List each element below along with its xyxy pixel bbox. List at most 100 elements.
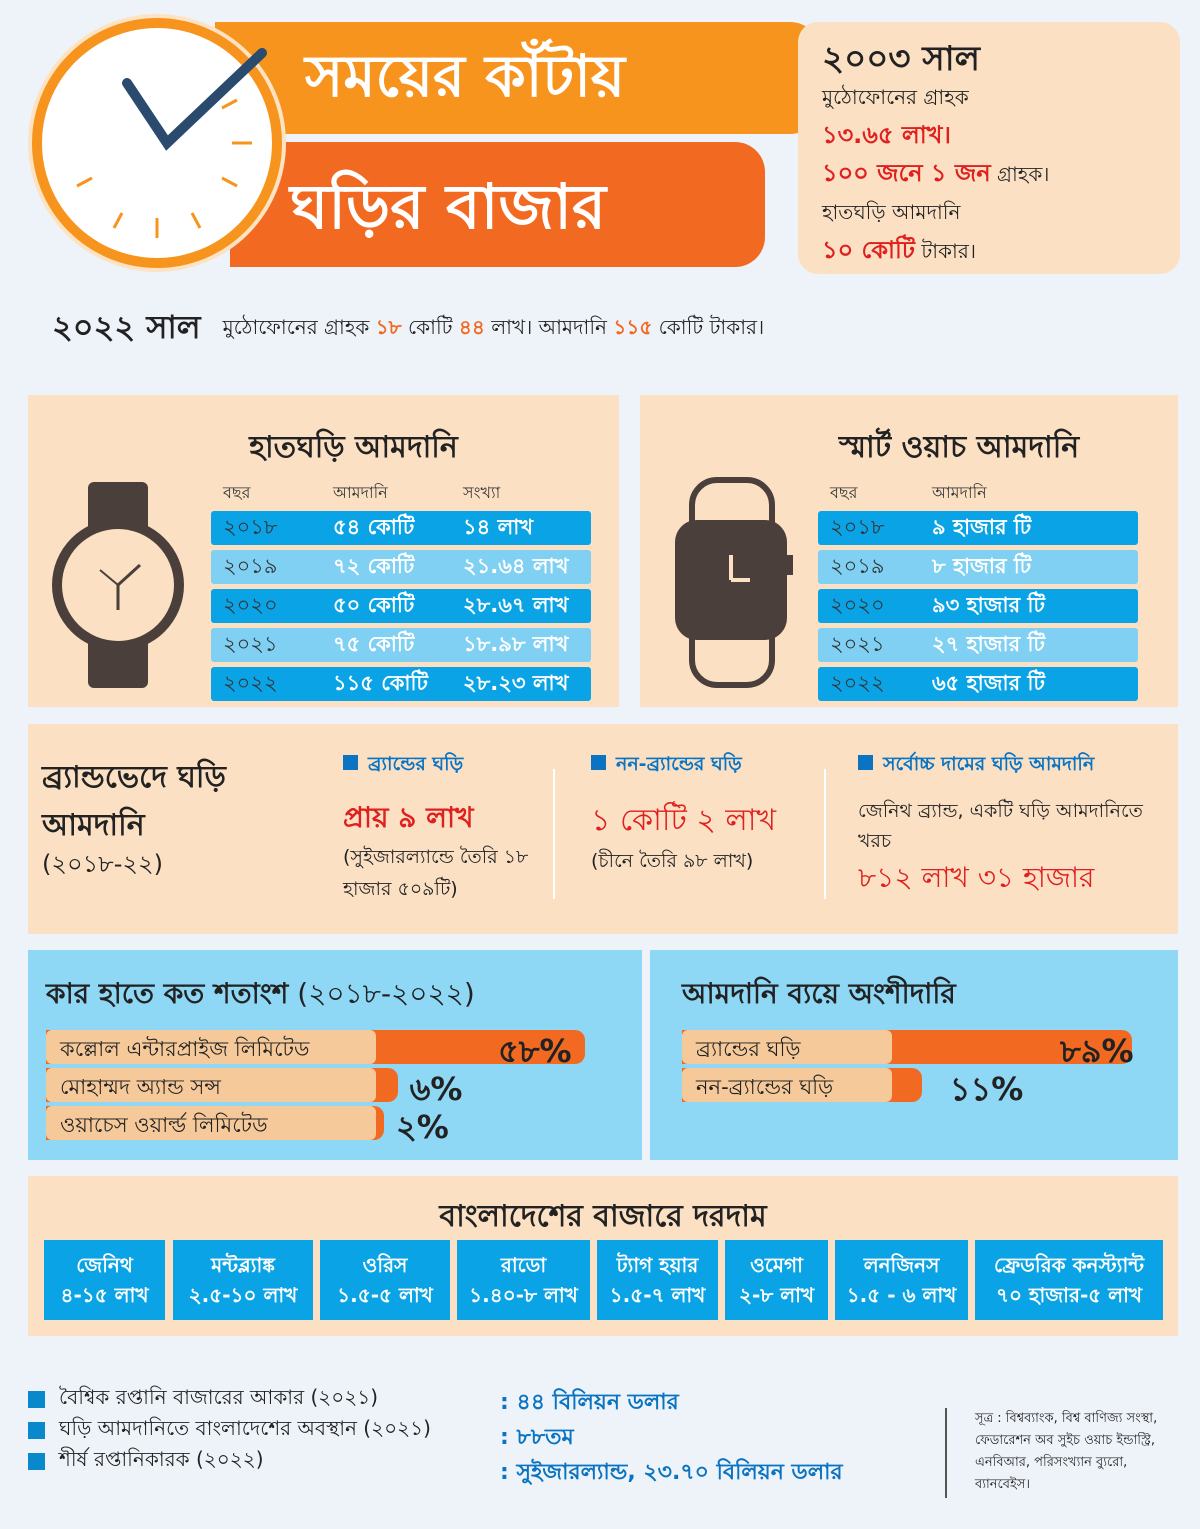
fact-value: : ৪৪ বিলিয়ন ডলার [500,1390,679,1415]
year-cell: ২০১৯ [223,553,278,578]
amount-cell: ১১৫ কোটি [333,670,428,695]
column-header: বছর [830,483,858,502]
amount-cell: ৭৫ কোটি [333,631,415,656]
year-cell: ২০১৯ [830,553,885,578]
col-value: ৮১২ লাখ ৩১ হাজার [858,861,1095,894]
price-card: রাডো ১.৪০-৮ লাখ [457,1240,590,1320]
share-percent: ২% [396,1108,449,1146]
fact-item: ঘড়ি আমদানিতে বাংলাদেশের অবস্থান (২০২১) [28,1414,431,1447]
fact-value: : ৮৮তম [500,1425,574,1450]
table-row: ২০১৮ ৯ হাজার টি [818,511,1138,545]
col-note: (সুইজারল্যান্ডে তৈরি ১৮ হাজার ৫০৯টি) [343,846,529,900]
watch-import-panel: হাতঘড়ি আমদানি বছর আমদানি সংখ্যা ২০১৮ ৫৪ কো… [28,395,619,707]
col-head: নন-ব্র্যান্ডের ঘড়ি [616,753,742,775]
nonbrand-col: নন-ব্র্যান্ডের ঘড়ি ১ কোটি ২ লাখ (চীনে ত… [591,750,811,879]
col-note: জেনিথ ব্র্যান্ড, একটি ঘড়ি আমদানিতে খরচ [858,800,1143,852]
count-cell: ১৮.৯৮ লাখ [463,631,569,656]
amount-cell: ৮ হাজার টি [932,553,1032,578]
amount-cell: ৯ হাজার টি [932,514,1032,539]
price-range: ১.৫-৫ লাখ [337,1283,433,1307]
smartwatch-import-panel: স্মার্ট ওয়াচ আমদানি বছর আমদানি ২০১৮ ৯ হাজ… [640,395,1178,707]
table-row: ২০২১ ৭৫ কোটি ১৮.৯৮ লাখ [211,628,591,662]
column-header: সংখ্যা [463,483,501,502]
count-cell: ১৪ লাখ [463,514,534,539]
smartwatch-import-table: বছর আমদানি ২০১৮ ৯ হাজার টি ২০১৯ ৮ হাজার টি ২০… [818,480,1138,706]
brand-name: ওমেগা [750,1253,803,1277]
brand-name: জেনিথ [76,1253,133,1277]
table-row: ২০১৮ ৫৪ কোটি ১৪ লাখ [211,511,591,545]
cost-share-panel: আমদানি ব্যয়ে অংশীদারি ব্র্যান্ডের ঘড়ি ৮… [650,950,1178,1160]
table-row: ২০২২ ৬৫ হাজার টি [818,667,1138,701]
year-cell: ২০২১ [223,631,278,656]
price-card: ওরিস ১.৫-৫ লাখ [320,1240,450,1320]
count-cell: ২৮.২৩ লাখ [463,670,569,695]
year-cell: ২০১৮ [223,514,278,539]
panel-title: হাতঘড়ি আমদানি [249,430,458,465]
text: কোটি টাকার। [658,314,765,339]
text: কোটি [408,314,453,339]
fact-label: শীর্ষ রপ্তানিকারক (২০২২) [59,1447,264,1471]
year-cell: ২০২০ [223,592,278,617]
price-range: ১.৪০-৮ লাখ [469,1283,578,1307]
share-percent: ৬% [409,1070,463,1108]
col-note: (চীনে তৈরি ৯৮ লাখ) [591,850,754,872]
title-line2: ঘড়ির বাজার [230,142,765,267]
year-cell: ২০১৮ [830,514,885,539]
cost-label: নন-ব্র্যান্ডের ঘড়ি [682,1068,892,1102]
price-range: ৭০ হাজার-৫ লাখ [995,1283,1143,1307]
price-card: মন্টব্ল্যাঙ্ক ২.৫-১০ লাখ [173,1240,313,1320]
text: টাকার। [921,239,976,263]
year-cell: ২০২০ [830,592,885,617]
year-cell: ২০২১ [830,631,885,656]
year-cell: ২০২২ [223,670,278,695]
table-row: ২০২১ ২৭ হাজার টি [818,628,1138,662]
table-row: ২০১৯ ৮ হাজার টি [818,550,1138,584]
brand-title: ব্র্যান্ডভেদে ঘড়ি আমদানি [42,760,226,843]
price-card: ট্যাগ হয়ার ১.৫-৭ লাখ [597,1240,718,1320]
share-percent: ৫৮% [498,1032,572,1070]
share-title: কার হাতে কত শতাংশ [46,977,289,1010]
smartwatch-icon [675,477,793,688]
count-cell: ২৮.৬৭ লাখ [463,592,569,617]
fact-item: বৈশ্বিক রপ্তানি বাজারের আকার (২০২১) [28,1383,378,1416]
price-range: ১.৫-৭ লাখ [609,1283,706,1307]
text: লাখ। আমদানি [491,314,607,339]
col-head: ব্র্যান্ডের ঘড়ি [368,753,464,775]
value: ৪৪ [458,314,485,339]
value: ১০০ জনে ১ জন [822,159,991,187]
price-title: বাংলাদেশের বাজারে দরদাম [439,1199,767,1234]
text: মুঠোফোনের গ্রাহক [822,85,969,109]
table-row: ২০২০ ৫০ কোটি ২৮.৬৭ লাখ [211,589,591,623]
price-range: ১.৫ - ৬ লাখ [846,1283,957,1307]
brand-col: ব্র্যান্ডের ঘড়ি প্রায় ৯ লাখ (সুইজারল্য… [343,750,553,907]
table-row: ২০২০ ৯৩ হাজার টি [818,589,1138,623]
clock-icon [32,18,282,268]
brand-name: মন্টব্ল্যাঙ্ক [211,1253,275,1277]
value: ১৩.৬৫ লাখ। [822,121,952,149]
amount-cell: ৫০ কোটি [333,592,415,617]
brand-name: রাডো [500,1253,547,1277]
text: মুঠোফোনের গ্রাহক [222,314,370,339]
wristwatch-icon [52,482,184,688]
amount-cell: ৯৩ হাজার টি [932,592,1045,617]
column-header: আমদানি [932,483,987,502]
share-label: ওয়াচেস ওয়ার্ল্ড লিমিটেড [46,1106,376,1140]
price-range: ২.৫-১০ লাখ [188,1283,298,1307]
cost-percent: ১১% [949,1070,1024,1108]
brand-name: লনজিনস [863,1253,940,1277]
text: গ্রাহক। [997,162,1050,186]
price-card: ওমেগা ২-৮ লাখ [725,1240,828,1320]
brand-panel: ব্র্যান্ডভেদে ঘড়ি আমদানি (২০১৮-২২) ব্র্… [28,724,1178,934]
count-cell: ২১.৬৪ লাখ [463,553,569,578]
title-line1: সময়ের কাঁটায় [215,22,820,134]
year-2003-box: ২০০৩ সাল মুঠোফোনের গ্রাহক ১৩.৬৫ লাখ। ১০০… [798,22,1180,274]
value: ১৮ [375,314,402,339]
amount-cell: ৬৫ হাজার টি [932,670,1045,695]
share-label: মোহাম্মদ অ্যান্ড সন্স [46,1068,376,1102]
fact-label: ঘড়ি আমদানিতে বাংলাদেশের অবস্থান (২০২১) [59,1416,431,1440]
text: হাতঘড়ি আমদানি [822,200,961,224]
price-range: ৪-১৫ লাখ [60,1283,149,1307]
brand-name: ট্যাগ হয়ার [616,1253,699,1277]
share-panel: কার হাতে কত শতাংশ (২০১৮-২০২২) কল্লোল এন্… [28,950,642,1160]
year-cell: ২০২২ [830,670,885,695]
